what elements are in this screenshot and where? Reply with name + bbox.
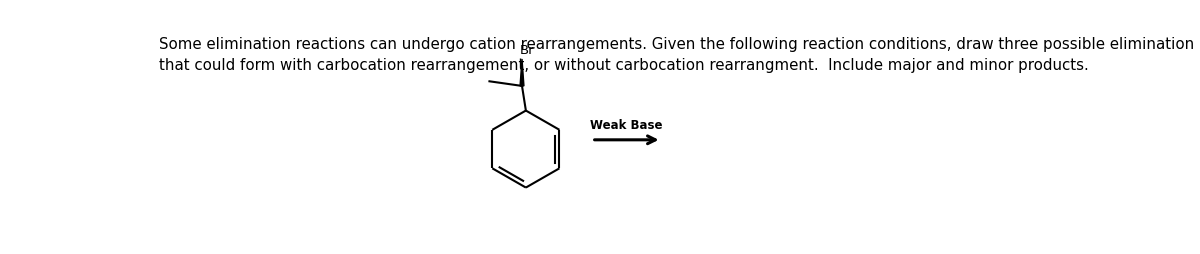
- Text: Some elimination reactions can undergo cation rearrangements. Given the followin: Some elimination reactions can undergo c…: [160, 37, 1200, 52]
- Polygon shape: [520, 59, 524, 86]
- Text: Br: Br: [520, 44, 534, 57]
- Text: Weak Base: Weak Base: [590, 119, 662, 132]
- Text: that could form with carbocation rearrangement, or without carbocation rearrangm: that could form with carbocation rearran…: [160, 58, 1090, 73]
